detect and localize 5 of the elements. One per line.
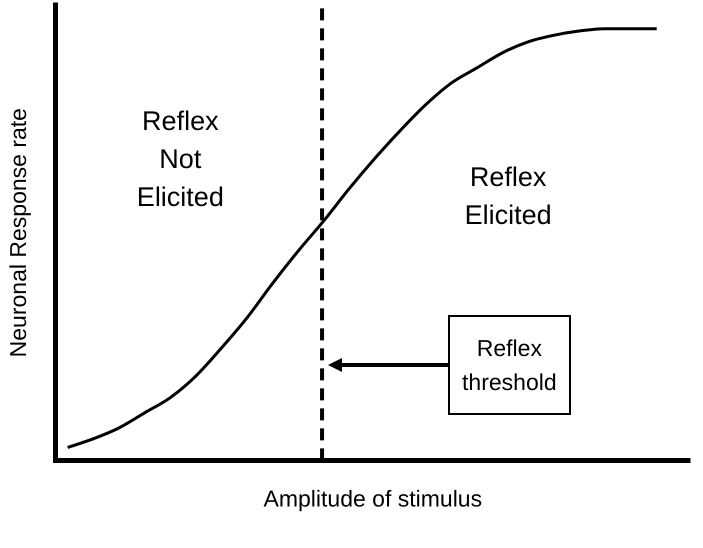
y-axis-title: Neuronal Response rate: [5, 108, 32, 358]
annotation: Reflex threshold: [448, 314, 571, 415]
annotation: Reflex Elicited: [464, 161, 552, 232]
x-axis-title: Amplitude of stimulus: [264, 486, 482, 512]
annotation: Reflex Not Elicited: [136, 105, 224, 214]
